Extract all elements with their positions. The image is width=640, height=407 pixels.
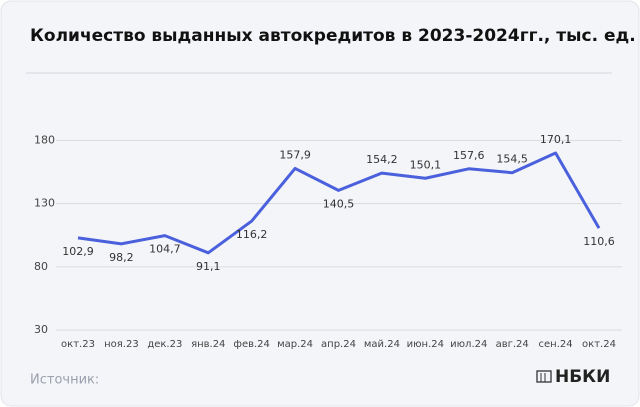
value-label: 170,1: [540, 133, 572, 146]
value-label: 104,7: [149, 243, 181, 256]
logo-icon: [536, 370, 552, 383]
x-tick-label: июн.24: [407, 339, 444, 350]
x-tick-label: июл.24: [450, 339, 487, 350]
x-tick-label: фев.24: [233, 339, 270, 350]
x-tick-label: янв.24: [191, 339, 225, 350]
x-tick-label: ноя.23: [104, 339, 139, 350]
value-label: 91,1: [196, 260, 221, 273]
value-label: 110,6: [583, 235, 615, 248]
x-tick-label: окт.23: [61, 339, 95, 350]
value-label: 140,5: [323, 197, 355, 210]
x-tick-label: сен.24: [539, 339, 573, 350]
value-label: 98,2: [109, 251, 134, 264]
value-label: 154,2: [366, 153, 398, 166]
line: [77, 151, 601, 255]
value-label: 150,1: [410, 158, 442, 171]
x-tick-label: май.24: [364, 339, 400, 350]
y-tick-label: 30: [34, 323, 48, 336]
value-label: 157,9: [279, 148, 311, 161]
x-tick-label: мар.24: [277, 339, 313, 350]
chart-title: Количество выданных автокредитов в 2023-…: [30, 26, 636, 46]
value-label: 116,2: [236, 228, 268, 241]
x-tick-label: окт.24: [582, 339, 616, 350]
y-tick-label: 80: [34, 260, 48, 273]
source-label: Источник:: [30, 373, 99, 388]
y-tick-label: 130: [34, 197, 55, 210]
x-tick-label: дек.23: [147, 339, 182, 350]
value-label: 154,5: [496, 153, 528, 166]
x-tick-label: авг.24: [496, 339, 529, 350]
x-tick-label: апр.24: [321, 339, 356, 350]
value-label: 157,6: [453, 149, 485, 162]
y-tick-label: 180: [34, 133, 55, 146]
value-label: 102,9: [62, 245, 94, 258]
logo: НБКИ: [555, 367, 610, 387]
